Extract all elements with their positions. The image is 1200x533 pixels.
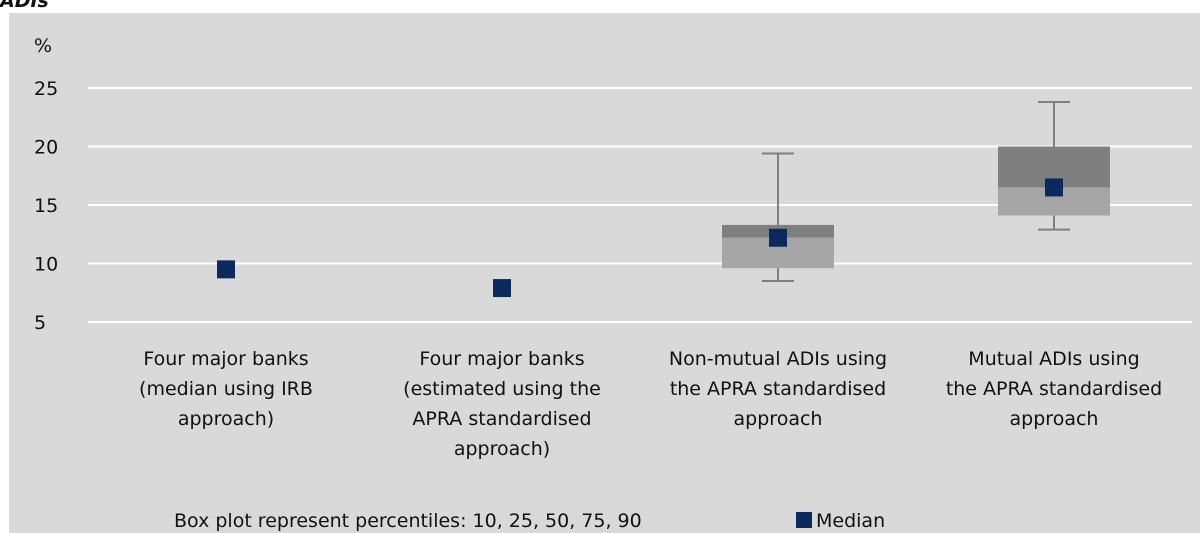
category-label-line: the APRA standardised bbox=[670, 378, 886, 400]
category-label-line: (median using IRB bbox=[139, 378, 313, 400]
category-label-line: Four major banks bbox=[143, 348, 308, 370]
box-plots bbox=[217, 101, 1110, 298]
category-label-line: (estimated using the bbox=[403, 378, 601, 400]
category-label-line: APRA standardised bbox=[412, 408, 591, 430]
y-tick-label: 10 bbox=[34, 254, 58, 276]
median-marker bbox=[769, 228, 787, 247]
y-tick-label: 25 bbox=[34, 78, 58, 100]
legend-median-marker bbox=[796, 512, 812, 528]
y-axis-ticks: % 5 10 15 20 25 bbox=[34, 35, 58, 334]
legend-note: Box plot represent percentiles: 10, 25, … bbox=[174, 510, 642, 532]
chart-panel bbox=[9, 13, 1200, 533]
category-label-line: approach) bbox=[454, 438, 550, 460]
category-label-line: approach bbox=[1010, 408, 1099, 430]
chart-heading-fragment: ADIs bbox=[0, 0, 49, 12]
legend-median-label: Median bbox=[816, 510, 886, 532]
median-marker bbox=[217, 260, 235, 279]
median-marker bbox=[1045, 178, 1063, 197]
category-label-line: Four major banks bbox=[419, 348, 584, 370]
median-marker bbox=[493, 279, 511, 298]
category-label-line: Non-mutual ADIs using bbox=[669, 348, 887, 370]
x-axis-categories: Four major banks (median using IRB approac… bbox=[139, 348, 1162, 460]
category-label-line: approach) bbox=[178, 408, 274, 430]
y-tick-label: 5 bbox=[34, 312, 46, 334]
y-tick-label: 20 bbox=[34, 137, 58, 159]
category-label-line: approach bbox=[734, 408, 823, 430]
category-label-line: Mutual ADIs using bbox=[968, 348, 1139, 370]
category-label-line: the APRA standardised bbox=[946, 378, 1162, 400]
y-tick-label: 15 bbox=[34, 195, 58, 217]
y-axis-label: % bbox=[34, 35, 52, 57]
